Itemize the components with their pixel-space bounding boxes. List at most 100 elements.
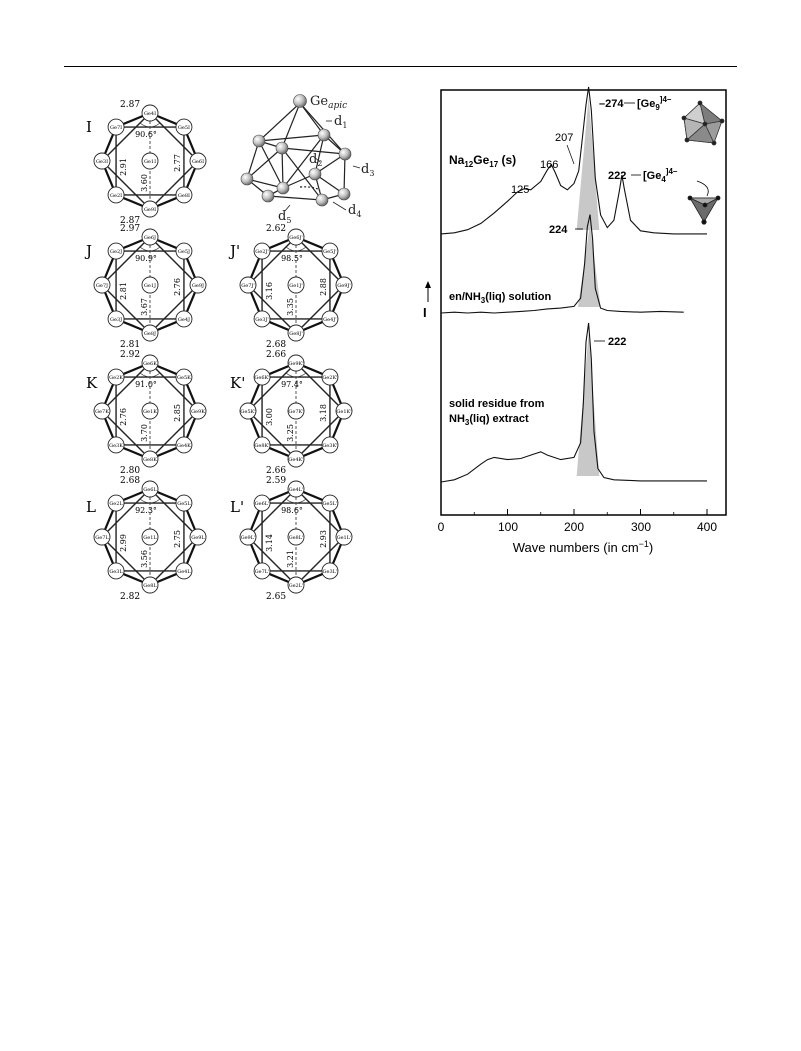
atom-label: Ge2L (109, 501, 123, 507)
atom-label: Ge4L' (289, 487, 304, 493)
peak-label-125: 125 (511, 184, 529, 196)
right-distance: 2.85 (173, 404, 182, 422)
peak-label-224: 224 (549, 224, 568, 236)
left-distance: 2.76 (119, 408, 128, 426)
atom-label: Ge9J' (337, 283, 351, 289)
figure: Ge4I Ge5I Ge6I Ge8I Ge9I Ge2I Ge3I Ge7I Ge1I I 2.8… (84, 86, 727, 602)
angle-label: 97.4° (281, 380, 303, 389)
atom (141, 324, 159, 342)
right-distance: 2.75 (173, 530, 182, 548)
atom (175, 494, 193, 512)
x-tick-label-200: 200 (564, 520, 584, 534)
atom (335, 528, 353, 546)
atom (175, 562, 193, 580)
atom (175, 118, 193, 136)
cluster-label: L (86, 498, 96, 516)
angle-label: 98.5° (281, 254, 303, 263)
apical-atoms (240, 94, 352, 207)
d5-label: d5 (278, 209, 291, 225)
cluster-label: K (86, 374, 98, 392)
raman-spectrum-chart: –274 [Ge9]4– 207 166 125 222 [Ge4]4– 224… (423, 86, 727, 555)
atom-label: Ge4K (177, 443, 191, 449)
atom-label: Ge9K (191, 409, 205, 415)
atom (321, 436, 339, 454)
atom (175, 310, 193, 328)
atom-label: Ge3K' (322, 443, 337, 449)
diagonal-distance: 3.21 (286, 550, 295, 568)
right-distance: 2.88 (319, 278, 328, 296)
ge9-polyhedron-icon (681, 100, 725, 146)
x-axis-title: Wave numbers (in cm−1) (513, 539, 654, 555)
atom (287, 324, 305, 342)
atom (107, 562, 125, 580)
atom-label: Ge7J (96, 283, 108, 289)
atom (141, 200, 159, 218)
apical-label: Geapic (310, 94, 347, 111)
atom (107, 186, 125, 204)
right-distance: 2.77 (173, 154, 182, 172)
atom-label: Ge4K' (288, 457, 303, 463)
peak-label-166: 166 (540, 159, 558, 171)
atom-label: Ge1L (143, 535, 157, 541)
bottom-distance: 2.82 (120, 592, 140, 602)
bottom-distance: 2.68 (266, 340, 286, 350)
atom-label: Ge5I (178, 125, 190, 131)
atom-label: Ge2J' (255, 249, 269, 255)
atom (175, 368, 193, 386)
atom-label: Ge5J' (323, 249, 337, 255)
right-distance: 2.76 (173, 278, 182, 296)
atom-label: Ge4J (178, 317, 190, 323)
atom-label: Ge9I (144, 207, 156, 213)
top-distance: 2.92 (120, 350, 140, 360)
atom-label: Ge3K (109, 443, 123, 449)
y-axis-label: I (423, 305, 427, 320)
peak-label-222b: 222 (608, 336, 626, 348)
diagonal-distance: 3.60 (140, 174, 149, 192)
atom (93, 402, 111, 420)
cluster-label: J (84, 242, 92, 260)
peak-label-222a: 222 (608, 170, 626, 182)
atom-label: Ge6K' (254, 375, 269, 381)
top-distance: 2.97 (120, 224, 140, 234)
atom-label: Ge3J (110, 317, 122, 323)
atom-center (287, 528, 305, 546)
atom (321, 242, 339, 260)
atom-label: Ge7L (95, 535, 109, 541)
atom-label: Ge9J (192, 283, 204, 289)
atom (253, 242, 271, 260)
angle-label: 92.3° (135, 506, 157, 515)
right-distance: 2.93 (319, 530, 328, 548)
d2-label: d2 (309, 152, 322, 168)
left-distance: 3.16 (265, 282, 274, 300)
diagonal-distance: 3.67 (140, 298, 149, 316)
x-tick-label-300: 300 (631, 520, 651, 534)
angle-label: 98.6° (281, 506, 303, 515)
atom (253, 436, 271, 454)
cluster-label: I (86, 118, 92, 136)
atom-label: Ge2I (110, 193, 122, 199)
atom (253, 494, 271, 512)
apical-labels: Geapic d1 d2 d3 d4 d5 (278, 94, 374, 225)
atom (93, 152, 111, 170)
left-distance: 2.81 (119, 282, 128, 300)
series-label-na12ge17: Na12Ge17 (s) (449, 153, 516, 169)
top-distance: 2.62 (266, 224, 286, 234)
cluster-0: Ge4I Ge5I Ge6I Ge8I Ge9I Ge2I Ge3I Ge7I Ge1I I 2.8… (86, 100, 207, 226)
atom (287, 228, 305, 246)
atom-label: Ge1L' (337, 535, 352, 541)
atom-label: Ge7L' (255, 569, 270, 575)
series-label-residue-2: NH3(liq) extract (449, 413, 529, 427)
atom (189, 152, 207, 170)
page-header-rule (64, 66, 737, 67)
atom-center (141, 528, 159, 546)
atom-label: Ge5K (177, 375, 191, 381)
atom (107, 494, 125, 512)
atom (141, 480, 159, 498)
atom (321, 368, 339, 386)
spectrum-series-2 (440, 322, 707, 483)
series-label-residue-1: solid residue from (449, 398, 545, 410)
atom-label: Ge5K' (240, 409, 255, 415)
top-distance: 2.59 (266, 476, 286, 486)
atom-label: Ge6L (143, 487, 157, 493)
bottom-distance: 2.66 (266, 466, 286, 476)
